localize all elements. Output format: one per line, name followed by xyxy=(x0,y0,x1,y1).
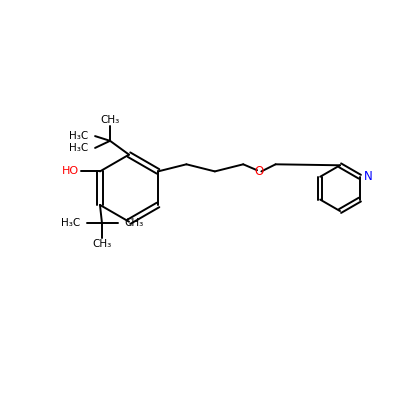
Text: CH₃: CH₃ xyxy=(92,239,112,249)
Text: O: O xyxy=(254,165,264,178)
Text: H₃C: H₃C xyxy=(69,131,88,141)
Text: CH₃: CH₃ xyxy=(125,218,144,228)
Text: CH₃: CH₃ xyxy=(100,115,120,125)
Text: H₃C: H₃C xyxy=(61,218,80,228)
Text: N: N xyxy=(364,170,372,183)
Text: HO: HO xyxy=(62,166,80,176)
Text: H₃C: H₃C xyxy=(69,143,88,153)
